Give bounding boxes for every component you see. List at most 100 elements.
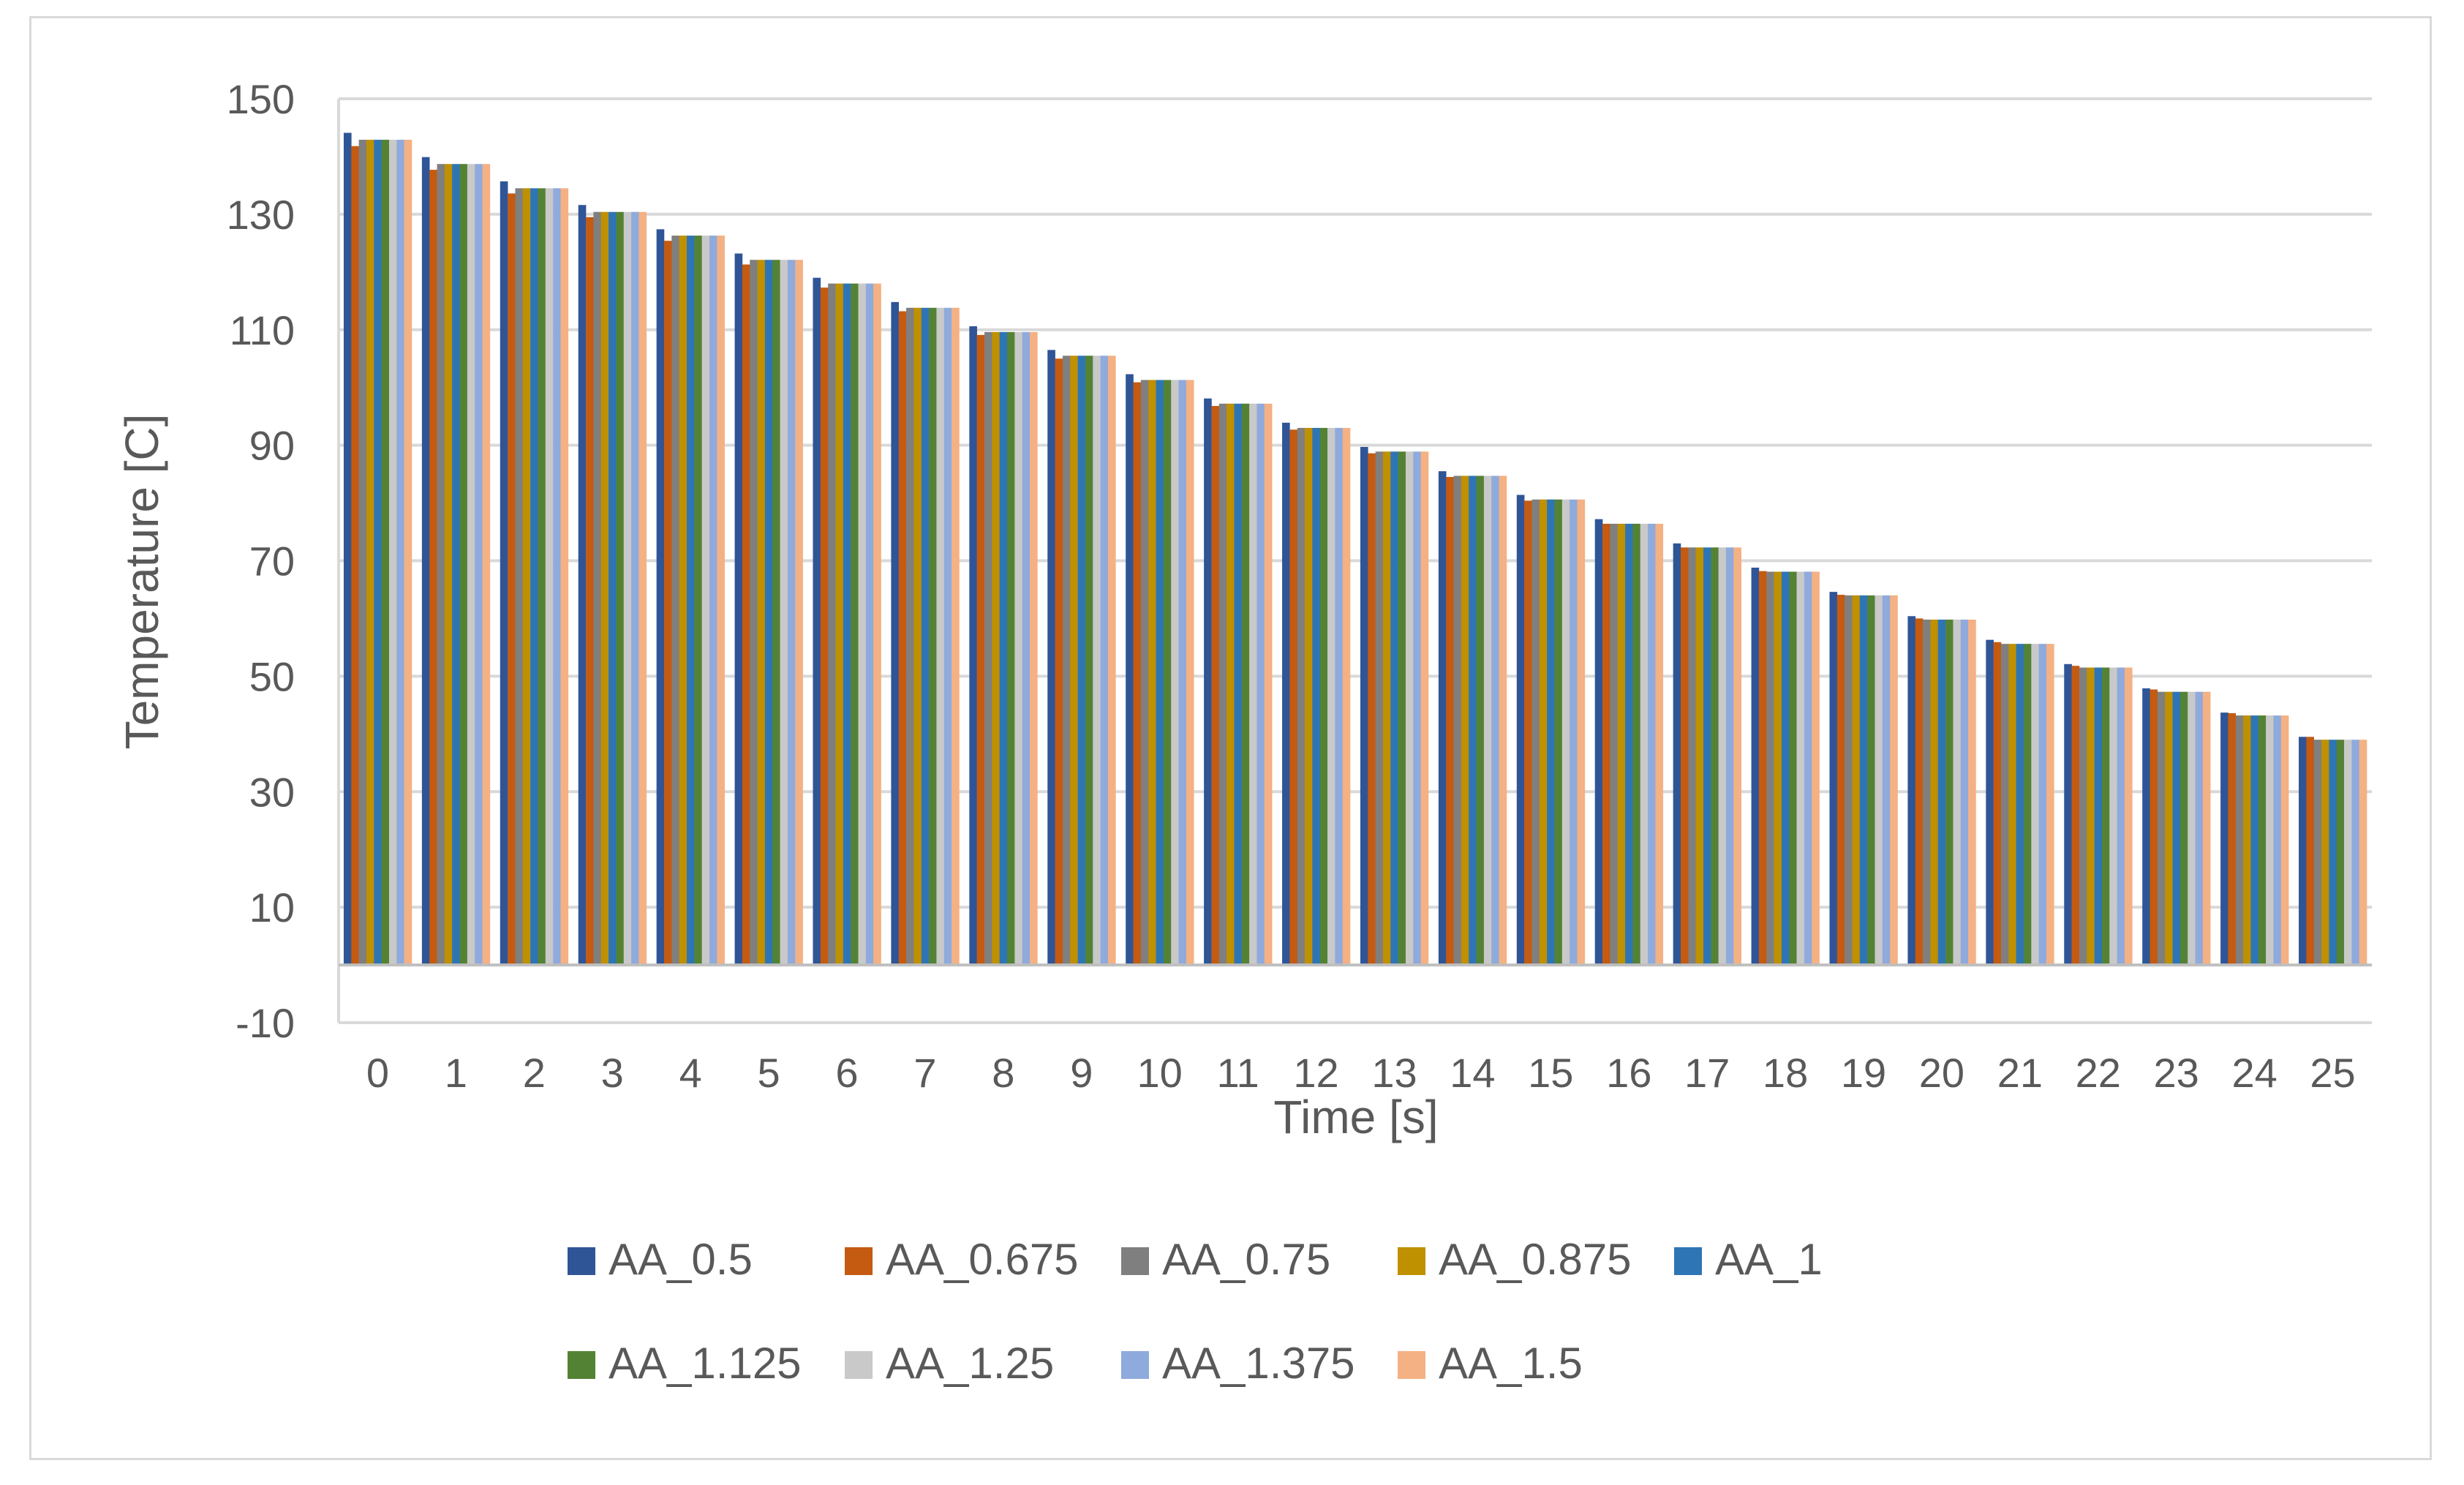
bar [2321, 740, 2329, 966]
bar [421, 157, 430, 966]
bar [1297, 427, 1306, 966]
bar [2228, 713, 2237, 966]
bar [459, 164, 468, 966]
bar [2336, 740, 2345, 966]
bar [813, 277, 821, 966]
x-tick-label: 22 [2076, 1050, 2121, 1096]
bar [1751, 567, 1760, 966]
bar [2157, 691, 2166, 966]
bar [1453, 475, 1462, 966]
bar [1836, 595, 1845, 966]
bar [1516, 495, 1525, 966]
x-tick-label: 5 [757, 1050, 780, 1096]
bar [757, 260, 766, 966]
bar [404, 140, 412, 966]
bar [538, 188, 546, 966]
bar [1289, 429, 1297, 966]
bar [1796, 571, 1805, 966]
bar [1062, 356, 1071, 966]
bar [429, 170, 437, 966]
bar [1524, 500, 1532, 966]
bar [1695, 547, 1704, 966]
x-tick-label: 8 [992, 1050, 1014, 1096]
y-tick-label: 150 [227, 76, 295, 122]
x-tick-label: 21 [1997, 1050, 2043, 1096]
bar [913, 307, 922, 966]
x-tick-label: 1 [445, 1050, 467, 1096]
bar [366, 140, 374, 966]
bar [600, 211, 609, 966]
bar [2001, 644, 2009, 966]
bar [2188, 691, 2196, 966]
bar [2195, 691, 2204, 966]
bar [1617, 523, 1626, 966]
bar [1438, 471, 1447, 966]
bar [2124, 667, 2133, 966]
bar [1070, 356, 1078, 966]
bar [1335, 427, 1344, 966]
bar [1305, 427, 1313, 966]
bar [2008, 644, 2016, 966]
bar [1055, 358, 1063, 966]
bar [2258, 715, 2267, 966]
legend-label: AA_0.5 [609, 1235, 753, 1284]
bar [2031, 644, 2039, 966]
bar [780, 260, 788, 966]
bar [1781, 571, 1790, 966]
bar [1852, 595, 1861, 966]
x-tick-label: 0 [366, 1050, 389, 1096]
y-tick-label: 110 [230, 307, 295, 353]
x-tick-label: 9 [1070, 1050, 1093, 1096]
bar [1711, 547, 1719, 966]
bar [1915, 618, 1924, 966]
bar [1725, 547, 1734, 966]
x-tick-label: 25 [2310, 1050, 2355, 1096]
bar [835, 283, 844, 966]
bar [2266, 715, 2274, 966]
bar [586, 217, 594, 966]
bar [701, 236, 710, 966]
bar [578, 205, 587, 966]
bar [1249, 403, 1257, 966]
bar [1890, 595, 1898, 966]
bar [374, 140, 382, 966]
y-tick-label: 130 [227, 192, 295, 238]
x-tick-label: 20 [1919, 1050, 1964, 1096]
bar [671, 236, 679, 966]
bar [843, 283, 851, 966]
bar [1085, 356, 1093, 966]
legend-label: AA_1 [1715, 1235, 1823, 1284]
bar [1688, 547, 1696, 966]
bar [1319, 427, 1328, 966]
bar [2220, 713, 2228, 966]
bar [1461, 475, 1469, 966]
x-tick-label: 3 [601, 1050, 624, 1096]
bar [1953, 620, 1962, 966]
bar [1382, 451, 1391, 966]
bar [694, 236, 702, 966]
y-tick-label: 70 [249, 538, 295, 584]
x-tick-label: 11 [1217, 1050, 1259, 1096]
bar [1561, 499, 1570, 966]
bar [1133, 382, 1142, 966]
bar [1156, 380, 1164, 966]
bar [616, 211, 625, 966]
bar [545, 188, 554, 966]
bar [1007, 331, 1015, 966]
bar [2243, 715, 2251, 966]
bar [482, 164, 491, 966]
bar [1680, 547, 1689, 966]
x-tick-label: 4 [679, 1050, 702, 1096]
bar [358, 140, 367, 966]
bar [553, 188, 561, 966]
bar [1570, 499, 1578, 966]
bar [631, 211, 639, 966]
bar [686, 236, 695, 966]
bar [2038, 644, 2047, 966]
bar [351, 146, 359, 966]
bar [593, 211, 602, 966]
bar [2299, 737, 2307, 966]
bar [1718, 547, 1727, 966]
bar [1602, 523, 1610, 966]
